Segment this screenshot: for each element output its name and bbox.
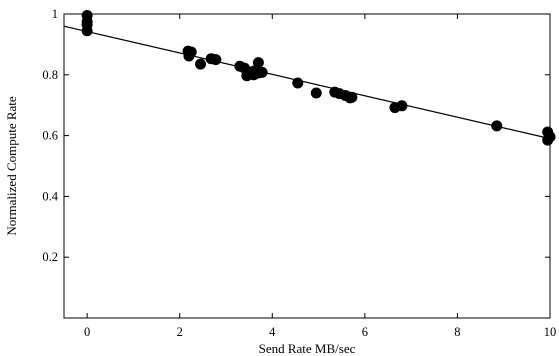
y-axis-label: Normalized Compute Rate xyxy=(4,96,19,236)
data-point xyxy=(210,54,222,66)
data-point xyxy=(542,134,554,146)
data-point xyxy=(252,57,264,69)
y-tick-label: 1 xyxy=(52,7,58,21)
x-tick-label: 4 xyxy=(269,325,276,339)
fit-line-group xyxy=(63,25,551,140)
x-tick-label: 0 xyxy=(84,325,90,339)
x-tick-label: 8 xyxy=(454,325,460,339)
fit-line xyxy=(63,25,551,140)
x-axis-label: Send Rate MB/sec xyxy=(259,341,356,356)
data-point xyxy=(183,50,195,62)
data-point xyxy=(310,87,322,99)
data-point xyxy=(256,66,268,78)
data-point xyxy=(195,58,207,70)
y-tick-label: 0.4 xyxy=(42,189,58,203)
data-point xyxy=(396,100,408,112)
data-point xyxy=(491,120,503,132)
x-tick-label: 2 xyxy=(177,325,183,339)
x-tick-label: 10 xyxy=(544,325,557,339)
y-tick-label: 0.6 xyxy=(42,129,58,143)
x-tick-label: 6 xyxy=(362,325,368,339)
plot-frame xyxy=(63,13,551,319)
data-points xyxy=(81,10,556,146)
axis-ticks: 0 2 4 6 8 10 0.2 0.4 0.6 0.8 1 xyxy=(42,7,556,339)
data-point xyxy=(346,91,358,103)
y-tick-label: 0.2 xyxy=(42,250,58,264)
data-point xyxy=(81,25,93,37)
y-tick-label: 0.8 xyxy=(42,68,58,82)
data-point xyxy=(292,77,304,89)
